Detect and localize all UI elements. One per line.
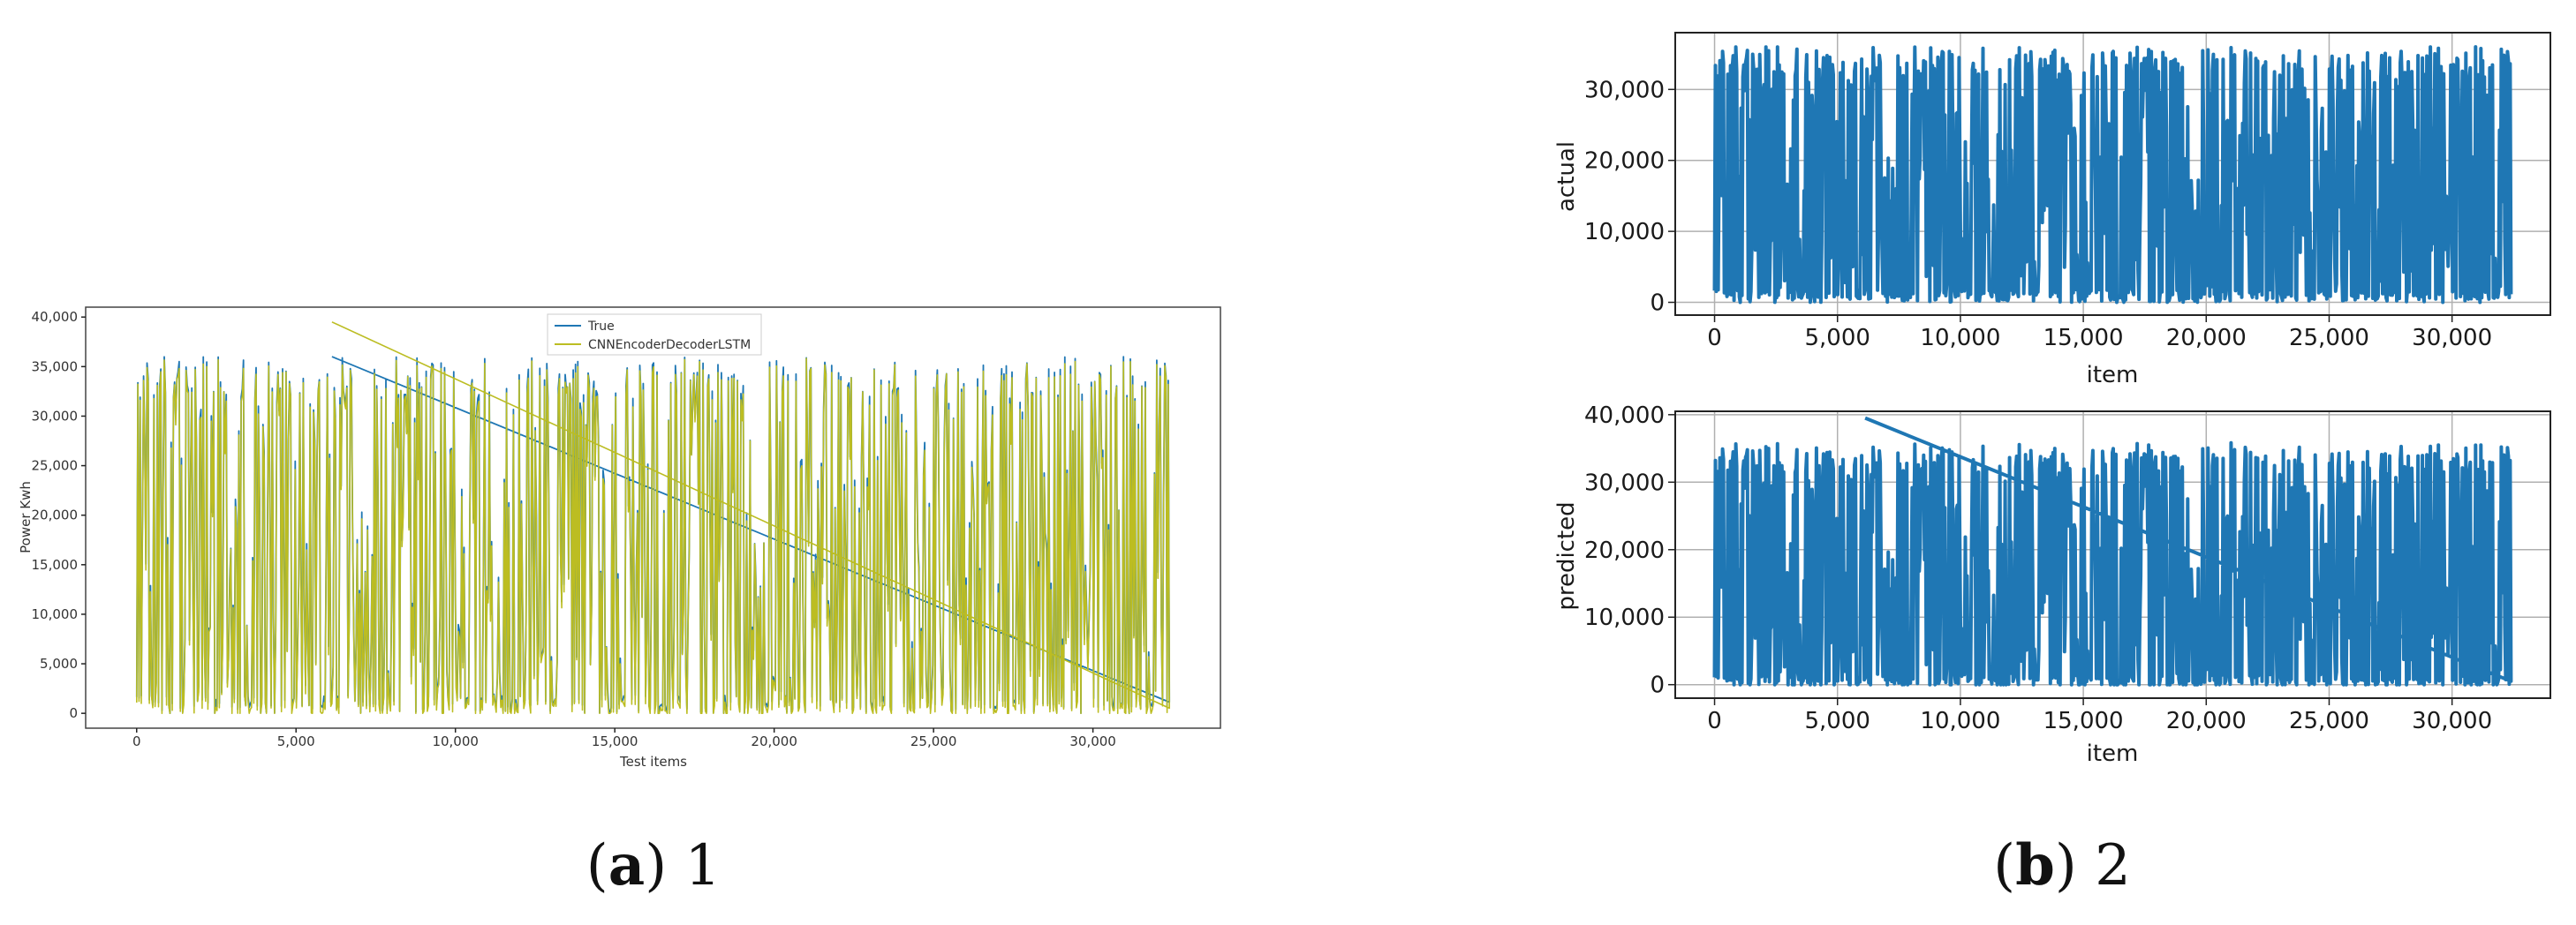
x-tick-label: 15,000 [2043, 325, 2124, 351]
x-tick-label: 15,000 [592, 733, 638, 749]
panel-b-actual-series [1712, 45, 2513, 305]
x-tick-label: 5,000 [1805, 325, 1870, 351]
x-tick-label: 0 [132, 733, 141, 749]
y-tick-label: 20,000 [32, 508, 79, 523]
y-tick-label: 25,000 [32, 458, 79, 474]
x-tick-label: 25,000 [2289, 708, 2369, 734]
legend-label-true: True [587, 320, 615, 334]
x-tick-label: 30,000 [1069, 733, 1116, 749]
y-tick-label: 0 [69, 705, 78, 721]
panel-a-x-label: Test items [619, 754, 687, 770]
panel-b-actual-y-ticks: 0 10,000 20,000 30,000 [1584, 77, 1675, 317]
panel-a-y-ticks: 0 5,000 10,000 15,000 20,000 25,000 30,000 35,0… [32, 309, 86, 721]
y-tick-label: 40,000 [1584, 402, 1665, 429]
x-tick-label: 10,000 [1920, 708, 2000, 734]
y-tick-label: 15,000 [32, 557, 79, 573]
x-tick-label: 5,000 [277, 733, 315, 749]
series-line-actual [1712, 45, 2513, 305]
series-line-model [136, 321, 1170, 714]
y-tick-label: 30,000 [32, 408, 79, 424]
x-tick-label: 5,000 [1805, 708, 1870, 734]
panel-b-actual-frame [1674, 32, 2551, 316]
panel-b-actual-chart: 0 5,000 10,000 15,000 20,000 25,000 30,000 0 10… [1553, 32, 2551, 388]
panel-b-actual-x-ticks: 0 5,000 10,000 15,000 20,000 25,000 30,000 [1707, 315, 2492, 351]
x-tick-label: 30,000 [2412, 708, 2492, 734]
y-tick-label: 0 [1650, 290, 1665, 317]
panel-b-actual-y-label: actual [1553, 141, 1580, 212]
x-tick-label: 10,000 [1920, 325, 2000, 351]
y-tick-label: 35,000 [32, 358, 79, 374]
x-tick-label: 20,000 [2166, 708, 2247, 734]
panel-b-predicted-y-ticks: 0 10,000 20,000 30,000 40,000 [1584, 402, 1675, 699]
x-tick-label: 20,000 [2166, 325, 2247, 351]
caption-a-letter: a [608, 832, 645, 899]
y-tick-label: 10,000 [1584, 219, 1665, 245]
x-tick-label: 25,000 [2289, 325, 2369, 351]
x-tick-label: 30,000 [2412, 325, 2492, 351]
x-tick-label: 0 [1707, 325, 1722, 351]
y-tick-label: 0 [1650, 673, 1665, 699]
panel-b-actual-x-label: item [2087, 362, 2139, 388]
legend-label-model: CNNEncoderDecoderLSTM [588, 338, 751, 352]
caption-a-text: 1 [685, 833, 721, 899]
panel-b-predicted-chart: 0 5,000 10,000 15,000 20,000 25,000 30,000 0 10… [1553, 402, 2551, 767]
y-tick-label: 10,000 [32, 606, 79, 622]
y-tick-label: 5,000 [40, 656, 78, 672]
panel-a-x-ticks: 0 5,000 10,000 15,000 20,000 25,000 30,000 [132, 728, 1116, 749]
x-tick-label: 20,000 [751, 733, 797, 749]
y-tick-label: 20,000 [1584, 148, 1665, 175]
legend-box [547, 313, 762, 356]
caption-b-letter: b [2015, 832, 2055, 899]
panel-a-legend: True CNNEncoderDecoderLSTM [547, 313, 762, 356]
y-tick-label: 10,000 [1584, 605, 1665, 631]
x-tick-label: 15,000 [2043, 708, 2124, 734]
caption-a: (a) 1 [586, 832, 721, 899]
caption-b-text: 2 [2095, 833, 2131, 899]
panel-b-predicted-y-label: predicted [1553, 501, 1580, 610]
panel-b-predicted-series [1712, 416, 2513, 687]
panel-a-y-label: Power Kwh [18, 481, 34, 553]
x-tick-label: 25,000 [910, 733, 957, 749]
caption-b: (b) 2 [1993, 832, 2131, 899]
panel-b-predicted-x-label: item [2087, 741, 2139, 767]
panel-a-frame [85, 306, 1221, 729]
y-tick-label: 20,000 [1584, 538, 1665, 564]
panel-b-predicted-x-ticks: 0 5,000 10,000 15,000 20,000 25,000 30,000 [1707, 698, 2492, 734]
panel-a-chart: 0 5,000 10,000 15,000 20,000 25,000 30,000 0 5,… [18, 306, 1221, 770]
panel-b-predicted-frame [1674, 410, 2551, 699]
x-tick-label: 10,000 [432, 733, 479, 749]
x-tick-label: 0 [1707, 708, 1722, 734]
y-tick-label: 40,000 [32, 309, 79, 325]
panel-a-series [135, 321, 1171, 715]
y-tick-label: 30,000 [1584, 470, 1665, 496]
series-line-predicted [1712, 416, 2513, 687]
y-tick-label: 30,000 [1584, 77, 1665, 103]
